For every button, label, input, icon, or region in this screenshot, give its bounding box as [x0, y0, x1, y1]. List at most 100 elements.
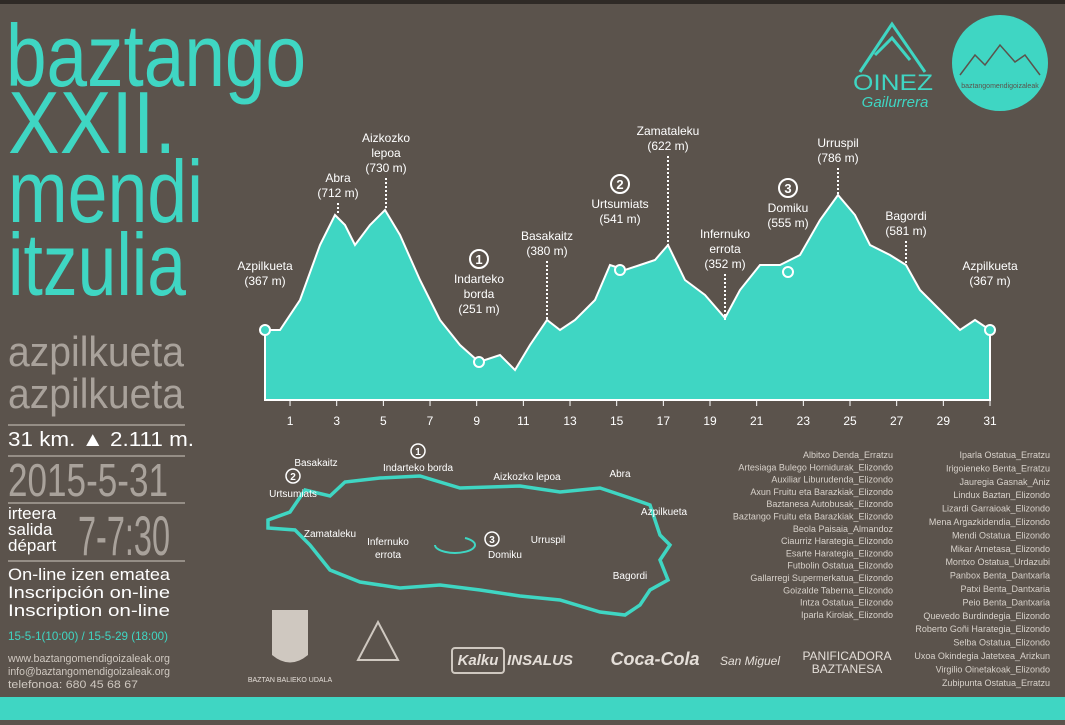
title-line: XXII.: [8, 73, 176, 172]
shop: Jauregia Gasnak_Aniz: [959, 477, 1050, 487]
sponsor: Kalku: [458, 652, 499, 669]
bottom-strip: [0, 697, 1065, 720]
place: azpilkueta: [8, 328, 185, 375]
shop: Peio Benta_Dantxaria: [962, 597, 1050, 607]
waypoint-name: Urtsumiats: [591, 197, 648, 211]
checkpoint-badge: [610, 174, 630, 194]
shop: Montxo Ostatua_Urdazubi: [945, 557, 1050, 567]
x-tick-label: 29: [937, 414, 951, 428]
start-label: départ: [8, 536, 56, 555]
registration: Inscription on-line: [8, 601, 170, 620]
waypoint-name: Bagordi: [885, 209, 926, 223]
town-crest: [272, 610, 308, 663]
waypoint-elevation: (541 m): [599, 212, 640, 226]
shop: Panbox Benta_Dantxarla: [950, 571, 1050, 581]
map-label: Abra: [609, 469, 631, 480]
shop: Lizardi Garraioak_Elizondo: [942, 504, 1050, 514]
contact: info@baztangomendigoizaleak.org: [8, 666, 170, 678]
map-label: 1: [415, 447, 421, 458]
shop: Futbolin Ostatua_Elizondo: [787, 561, 893, 571]
shop: Ciaurriz Harategia_Elizondo: [781, 536, 893, 546]
shop: Gallarregi Supermerkatua_Elizondo: [750, 573, 893, 583]
contact: www.baztangomendigoizaleak.org: [7, 653, 170, 665]
shop: Patxi Benta_Dantxaria: [960, 584, 1050, 594]
waypoint-name: Abra: [325, 171, 351, 185]
waypoint-elevation: (352 m): [704, 257, 745, 271]
checkpoint-badge: [778, 178, 798, 198]
map-label: errota: [375, 550, 402, 561]
sponsor: Coca-Cola: [610, 649, 699, 669]
oinez-logo: [858, 21, 927, 73]
waypoint-name: Azpilkueta: [237, 259, 293, 273]
sponsor: PANIFICADORA: [802, 649, 891, 663]
club-emblem: [356, 619, 400, 661]
shop: Esarte Harategia_Elizondo: [786, 548, 893, 558]
shop: Iparla Ostatua_Erratzu: [959, 450, 1050, 460]
waypoint-name: Infernuko: [700, 227, 750, 241]
club-mountains: [959, 43, 1041, 76]
waypoint-elevation: (730 m): [365, 161, 406, 175]
start-label: irteera: [8, 504, 57, 523]
x-tick-label: 25: [843, 414, 857, 428]
checkpoint-badge: [469, 249, 489, 269]
oinez-text: OINEZ: [853, 70, 933, 95]
sponsor: BAZTAN BALIEKO UDALA: [248, 677, 333, 684]
x-tick-label: 19: [703, 414, 717, 428]
waypoint-elevation: (581 m): [885, 224, 926, 238]
shop: Virgilio Oinetakoak_Elizondo: [936, 664, 1050, 674]
shop: Selba Ostatua_Elizondo: [953, 638, 1050, 648]
x-tick-label: 5: [380, 414, 387, 428]
start-time: 7-7:30: [78, 504, 170, 567]
map-label: Infernuko: [367, 537, 409, 548]
map-label: Aizkozko lepoa: [493, 472, 561, 483]
shop: Mena Argazkidendia_Elizondo: [929, 517, 1050, 527]
checkpoint-number: 2: [616, 177, 623, 192]
shop: Mikar Arnetasa_Elizondo: [950, 544, 1050, 554]
waypoint-elevation: (786 m): [817, 151, 858, 165]
map-label: Zamataleku: [304, 529, 356, 540]
x-tick-label: 21: [750, 414, 764, 428]
map-badge: [285, 468, 301, 484]
map-badge: [484, 531, 500, 547]
x-tick-label: 15: [610, 414, 624, 428]
waypoint-name: lepoa: [371, 146, 401, 160]
waypoint-elevation: (712 m): [317, 186, 358, 200]
start-label: salida: [8, 520, 53, 539]
shop: Zubipunta Ostatua_Erratzu: [942, 678, 1050, 688]
shop: Axun Fruitu eta Barazkiak_Elizondo: [750, 487, 893, 497]
registration: On-line izen ematea: [8, 565, 171, 584]
title-line: mendi: [8, 142, 203, 241]
top-edge: [0, 0, 1065, 4]
shop: Auxiliar Liburudenda_Elizondo: [771, 475, 893, 485]
kalku-badge: [451, 647, 505, 674]
x-tick-label: 7: [427, 414, 434, 428]
map-label: 3: [489, 535, 495, 546]
waypoint-elevation: (380 m): [526, 244, 567, 258]
club-text: baztangomendigoizaleak: [961, 83, 1039, 90]
x-tick-label: 13: [563, 414, 577, 428]
sponsor: INSALUS: [507, 652, 573, 669]
waypoint-elevation: (622 m): [647, 139, 688, 153]
map-badge: [410, 443, 426, 459]
shop: Baztanesa Autobusak_Elizondo: [766, 499, 893, 509]
x-tick-label: 31: [983, 414, 997, 428]
registration-dates: 15-5-1(10:00) / 15-5-29 (18:00): [8, 629, 168, 643]
x-tick-label: 9: [473, 414, 480, 428]
waypoint-elevation: (367 m): [969, 274, 1010, 288]
shop: Quevedo Burdindegia_Elizondo: [923, 611, 1050, 621]
waypoint-name: errota: [709, 242, 741, 256]
waypoint-marker: [473, 356, 485, 368]
sponsor: BAZTANESA: [812, 662, 882, 676]
shop: Beola Paisaia_Almandoz: [793, 524, 894, 534]
waypoint-marker: [259, 324, 271, 336]
map-label: Indarteko borda: [383, 463, 453, 474]
waypoint-marker: [984, 324, 996, 336]
shop: Artesiaga Bulego Hornidurak_Elizondo: [738, 462, 893, 472]
map-label: 2: [290, 472, 296, 483]
map-label: Domiku: [488, 550, 522, 561]
waypoint-name: Basakaitz: [521, 229, 573, 243]
place: azpilkueta: [8, 370, 185, 417]
waypoint-elevation: (367 m): [244, 274, 285, 288]
shop: Goizalde Taberna_Elizondo: [783, 585, 893, 595]
